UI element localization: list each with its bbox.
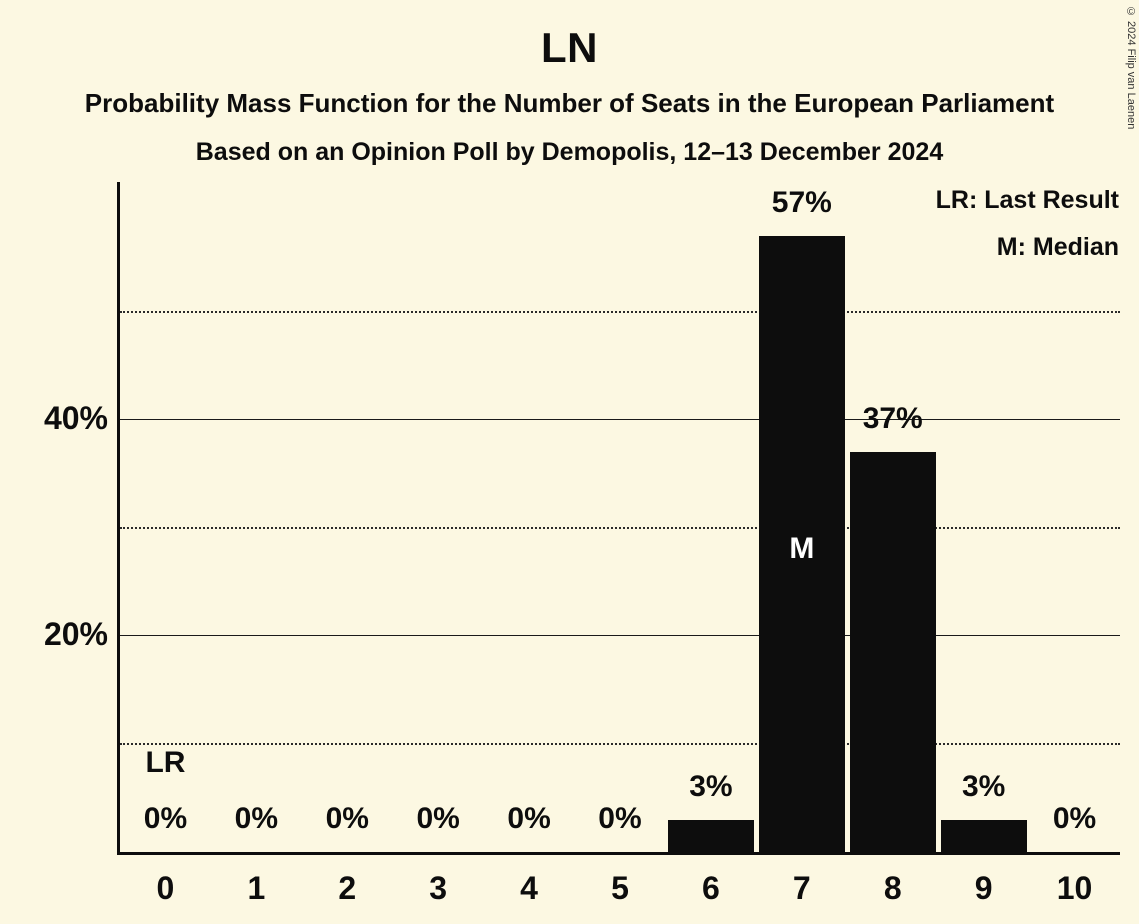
bar-seats-8 — [849, 452, 936, 852]
x-axis-tick-label-4: 4 — [520, 870, 538, 906]
y-axis-line — [117, 182, 120, 855]
x-axis-tick-label-1: 1 — [247, 870, 266, 906]
bar-value-label-0: 0% — [143, 802, 188, 835]
median-marker-label: M — [789, 532, 815, 566]
gridline-dotted-10 — [120, 742, 1120, 745]
bar-seats-6 — [667, 819, 754, 852]
bar-value-label-3: 0% — [416, 802, 460, 835]
bar-value-label-8: 37% — [862, 402, 923, 436]
bar-value-label-4: 0% — [507, 802, 551, 835]
x-axis-tick-label-3: 3 — [429, 870, 448, 906]
bar-value-label-10: 0% — [1052, 802, 1097, 835]
x-axis-tick-label-2: 2 — [338, 870, 357, 906]
bar-seats-9 — [940, 819, 1027, 852]
bar-value-label-2: 0% — [325, 802, 369, 835]
x-axis-tick-label-7: 7 — [792, 870, 811, 906]
x-axis-tick-label-8: 8 — [883, 870, 902, 906]
x-axis-tick-label-5: 5 — [611, 870, 629, 906]
bar-value-label-1: 0% — [234, 802, 279, 835]
x-axis-line — [117, 852, 1120, 855]
gridline-dotted-30 — [120, 526, 1120, 529]
gridline-solid-20 — [120, 634, 1120, 636]
chart-title: LN — [541, 24, 598, 71]
bar-value-label-9: 3% — [961, 769, 1006, 803]
x-axis-tick-label-9: 9 — [974, 870, 993, 906]
x-axis-tick-label-10: 10 — [1056, 870, 1093, 906]
copyright-notice: © 2024 Filip van Laenen — [1125, 6, 1137, 130]
y-axis-tick-label-40: 40% — [43, 399, 108, 436]
gridline-solid-40 — [120, 418, 1120, 420]
bar-value-label-6: 3% — [689, 769, 733, 803]
bar-value-label-7: 57% — [771, 186, 832, 220]
bar-value-label-5: 0% — [598, 802, 642, 835]
legend-last-result: LR: Last Result — [935, 186, 1119, 214]
y-axis-tick-label-20: 20% — [43, 615, 108, 652]
last-result-marker-label: LR — [145, 746, 186, 779]
chart-poll-source: Based on an Opinion Poll by Demopolis, 1… — [195, 138, 944, 166]
x-axis-tick-label-0: 0 — [156, 870, 175, 906]
bar-seats-7 — [758, 236, 845, 852]
x-axis-tick-label-6: 6 — [702, 870, 720, 906]
chart-subtitle: Probability Mass Function for the Number… — [84, 88, 1055, 118]
gridline-dotted-50 — [120, 310, 1120, 313]
legend-median: M: Median — [996, 233, 1119, 261]
